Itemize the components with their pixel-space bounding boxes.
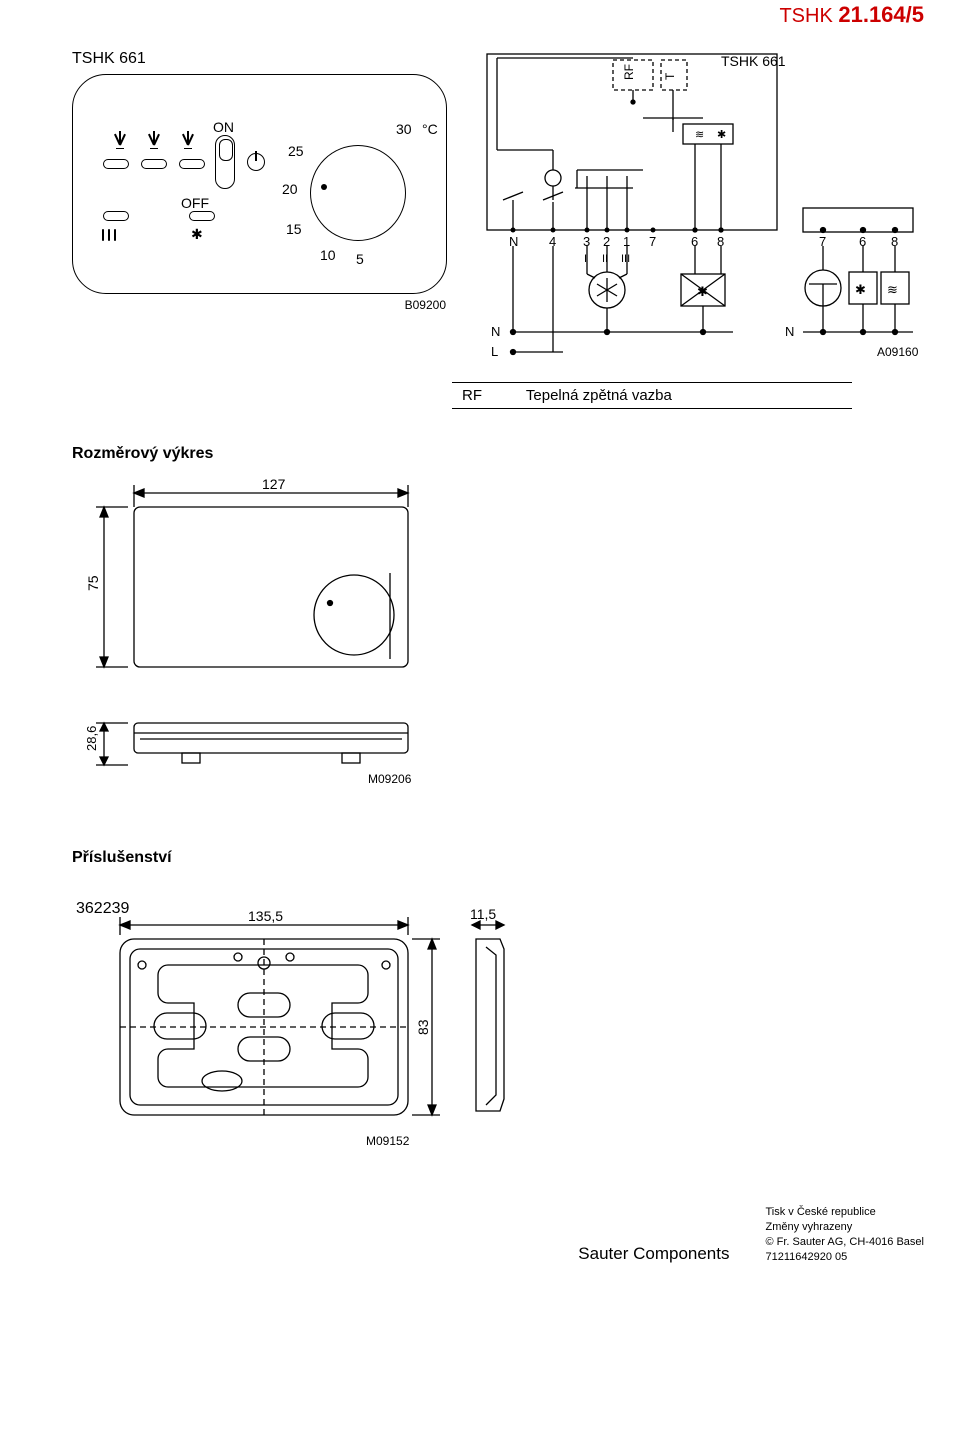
led-row <box>103 159 205 169</box>
svg-text:362239: 362239 <box>76 900 129 917</box>
on-off-switch <box>215 135 235 189</box>
accessory-drawing: 362239 135,5 <box>72 895 924 1165</box>
front-panel-label: TSHK 661 <box>72 50 452 68</box>
legend-text: Tepelná zpětná vazba <box>526 387 672 404</box>
svg-text:✱: ✱ <box>855 282 866 297</box>
wiring-code: A09160 <box>877 345 919 359</box>
fan-icon <box>179 127 197 151</box>
dim-code: M09206 <box>368 772 412 786</box>
svg-text:28,6: 28,6 <box>84 726 99 751</box>
dial-value: 30 <box>396 121 412 137</box>
svg-text:III: III <box>621 253 630 265</box>
dial-value: 20 <box>282 181 298 197</box>
legend-key: RF <box>462 387 522 404</box>
svg-text:127: 127 <box>262 476 286 492</box>
svg-text:N: N <box>509 234 518 249</box>
svg-text:≋: ≋ <box>887 282 898 297</box>
footer-brand: Sauter Components <box>578 1244 729 1264</box>
footer-meta: Tisk v České republice Změny vyhrazeny ©… <box>765 1205 924 1264</box>
led-row <box>103 211 215 221</box>
fan-speed-icons <box>111 127 197 151</box>
accessory-title: Příslušenství <box>72 849 924 867</box>
front-code: B09200 <box>72 298 452 312</box>
svg-text:✱: ✱ <box>697 284 708 299</box>
fan-icon <box>145 127 163 151</box>
switch-on-label: ON <box>213 119 234 135</box>
accessory-code: M09152 <box>366 1134 410 1148</box>
svg-text:N: N <box>785 324 794 339</box>
svg-text:7: 7 <box>649 234 656 249</box>
switch-off-label: OFF <box>181 195 209 211</box>
header-prefix: TSHK <box>779 5 832 27</box>
dial-value: 15 <box>286 221 302 237</box>
dial-value: 25 <box>288 143 304 159</box>
svg-text:N: N <box>491 324 500 339</box>
dimension-drawing: 127 75 <box>72 473 924 813</box>
page-header: TSHK 21.164/5 <box>779 2 924 28</box>
dial-unit: °C <box>422 121 438 137</box>
svg-text:≋: ≋ <box>695 129 704 141</box>
header-suffix: 21.164/5 <box>838 2 924 27</box>
dial-value: 5 <box>356 251 364 267</box>
svg-text:75: 75 <box>85 575 101 591</box>
rf-legend: RF Tepelná zpětná vazba <box>452 382 852 409</box>
snowflake-icon <box>189 227 209 243</box>
svg-text:✱: ✱ <box>717 129 726 141</box>
svg-text:RF: RF <box>622 64 636 80</box>
svg-text:T: T <box>663 72 677 80</box>
dial-value: 10 <box>320 247 336 263</box>
thermostat-front-panel: ON OFF 30 °C 25 20 15 10 5 <box>72 74 447 294</box>
power-icon <box>247 153 265 171</box>
dim-title: Rozměrový výkres <box>72 445 924 463</box>
svg-text:L: L <box>491 344 498 359</box>
heat-icon <box>99 227 119 243</box>
svg-text:11,5: 11,5 <box>470 906 496 922</box>
svg-text:83: 83 <box>415 1019 431 1035</box>
wiring-diagram: RF T ≋ ✱ <box>482 50 924 370</box>
temperature-dial: 30 °C 25 20 15 10 5 <box>290 125 422 257</box>
wiring-label: TSHK 661 <box>721 53 786 69</box>
svg-text:135,5: 135,5 <box>248 908 283 924</box>
fan-icon <box>111 127 129 151</box>
page-footer: Sauter Components Tisk v České republice… <box>72 1205 924 1264</box>
